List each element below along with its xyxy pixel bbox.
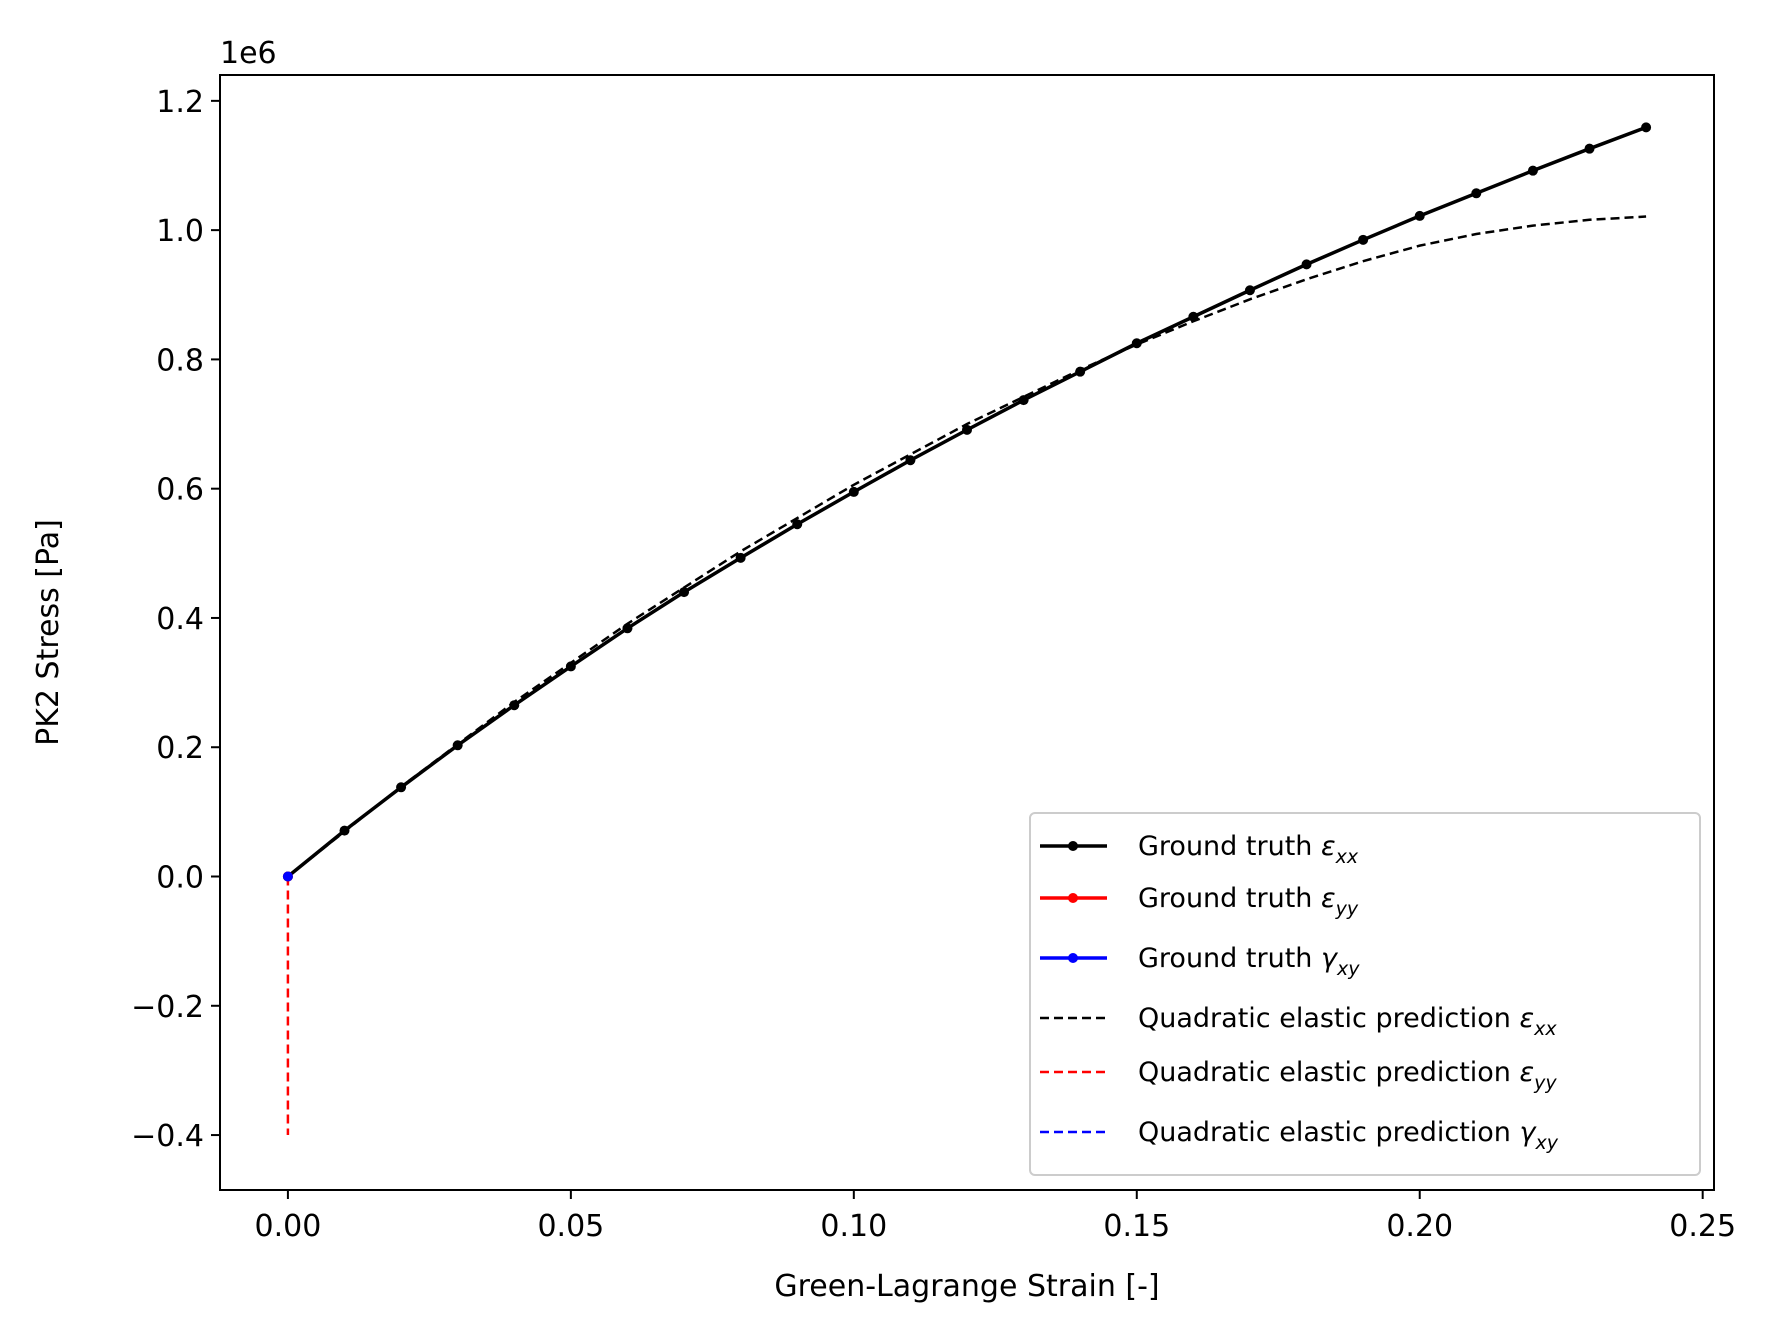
legend-entry-symbol: γ [1520, 1117, 1538, 1148]
legend-entry-symbol: ε [1520, 1003, 1535, 1034]
data-point-xx [1018, 395, 1029, 406]
legend-entry-label: Quadratic elastic prediction γxy [1138, 1117, 1559, 1154]
x-tick-label: 0.15 [1103, 1209, 1170, 1244]
legend-entry-subscript: xy [1534, 1132, 1558, 1154]
legend-entry-label: Quadratic elastic prediction εyy [1138, 1057, 1557, 1094]
series-layer [282, 122, 1652, 1136]
x-tick-label: 0.10 [820, 1209, 887, 1244]
data-point-xx [1358, 234, 1369, 245]
y-tick-label: 0.8 [156, 343, 204, 378]
x-tick-label: 0.20 [1386, 1209, 1453, 1244]
data-point-xx [735, 552, 746, 563]
y-tick-label: 0.4 [156, 602, 204, 637]
data-point-xx [962, 424, 972, 435]
x-axis-label: Green-Lagrange Strain [-] [774, 1269, 1159, 1304]
legend-marker [1068, 841, 1078, 851]
y-tick-label: 1.2 [156, 85, 204, 120]
legend-entry-name: Ground truth [1138, 943, 1321, 974]
legend-entry-subscript: xx [1533, 1018, 1557, 1040]
legend-marker [1068, 953, 1078, 963]
y-tick-label: 0.2 [156, 731, 204, 766]
legend-entry-subscript: yy [1533, 1072, 1557, 1094]
legend-marker [1068, 893, 1078, 903]
y-tick-label: −0.2 [131, 990, 204, 1025]
data-point-xx [1414, 210, 1425, 221]
legend-entry-symbol: ε [1520, 1057, 1535, 1088]
data-point-xx [1584, 143, 1595, 154]
legend-entry-subscript: xx [1335, 846, 1359, 868]
x-tick-label: 0.00 [255, 1209, 322, 1244]
data-point-xx [792, 519, 803, 530]
legend-entry-symbol: γ [1321, 943, 1339, 974]
legend-entry-label: Ground truth εyy [1138, 883, 1359, 920]
y-tick-label: 0.0 [156, 861, 204, 896]
data-point-xx [679, 587, 690, 598]
y-tick-label: 1.0 [156, 214, 204, 249]
legend-entry-subscript: yy [1335, 898, 1359, 920]
legend-entry-label: Quadratic elastic prediction εxx [1138, 1003, 1557, 1040]
data-point-xy [282, 871, 293, 882]
data-point-xx [1301, 259, 1312, 270]
legend-entry-symbol: ε [1321, 883, 1336, 914]
plot-frame [219, 74, 1715, 1191]
data-point-xx [905, 455, 916, 466]
data-point-xx [1641, 122, 1652, 133]
series-line-prediction-xx [287, 215, 1647, 878]
legend-entry-name: Quadratic elastic prediction [1138, 1057, 1520, 1088]
legend-entry-name: Ground truth [1138, 883, 1321, 914]
ticks-layer: 0.00 0.05 0.10 0.15 0.20 0.25 −0.4 −0.2 0.0 0.2 0.… [131, 85, 1736, 1244]
legend-entry-symbol: ε [1321, 831, 1336, 862]
legend-entry-name: Quadratic elastic prediction [1138, 1117, 1520, 1148]
legend-entry-label: Ground truth εxx [1138, 831, 1359, 868]
y-offset-label: 1e6 [220, 36, 277, 71]
legend-entry-label: Ground truth γxy [1138, 943, 1360, 980]
y-axis-label: PK2 Stress [Pa] [31, 519, 66, 746]
data-point-xx [1244, 285, 1255, 296]
y-tick-label: 0.6 [156, 473, 204, 508]
data-point-xx [1471, 188, 1482, 199]
legend-entry-name: Ground truth [1138, 831, 1321, 862]
data-point-xx [848, 486, 859, 497]
legend-box [1029, 812, 1701, 1176]
legend-entry-name: Quadratic elastic prediction [1138, 1003, 1520, 1034]
legend-entry-subscript: xy [1336, 958, 1360, 980]
data-point-xx [1527, 165, 1538, 176]
x-tick-label: 0.05 [537, 1209, 604, 1244]
x-tick-label: 0.25 [1669, 1209, 1736, 1244]
y-tick-label: −0.4 [131, 1119, 204, 1154]
